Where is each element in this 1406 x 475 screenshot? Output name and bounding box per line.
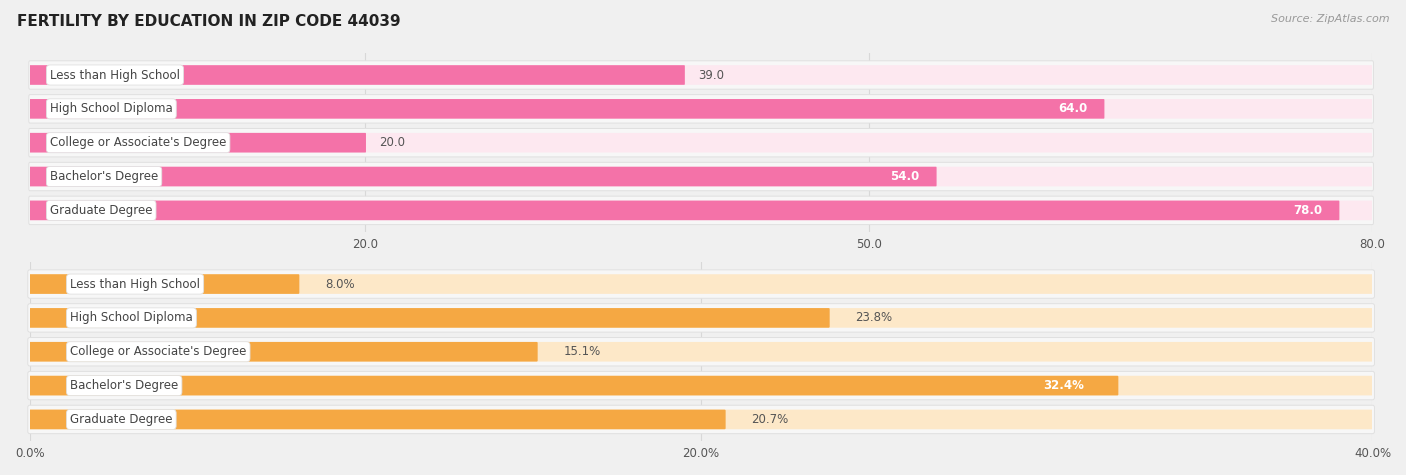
Text: 15.1%: 15.1% [564, 345, 600, 358]
FancyBboxPatch shape [28, 61, 1374, 89]
FancyBboxPatch shape [28, 342, 1374, 361]
FancyBboxPatch shape [28, 308, 1374, 328]
FancyBboxPatch shape [28, 338, 1375, 366]
FancyBboxPatch shape [28, 405, 1375, 434]
Text: College or Associate's Degree: College or Associate's Degree [51, 136, 226, 149]
FancyBboxPatch shape [28, 342, 537, 361]
FancyBboxPatch shape [30, 167, 1372, 186]
FancyBboxPatch shape [28, 274, 299, 294]
Text: 78.0: 78.0 [1294, 204, 1322, 217]
Text: FERTILITY BY EDUCATION IN ZIP CODE 44039: FERTILITY BY EDUCATION IN ZIP CODE 44039 [17, 14, 401, 29]
FancyBboxPatch shape [28, 274, 1374, 294]
FancyBboxPatch shape [28, 196, 1374, 225]
Text: Less than High School: Less than High School [51, 68, 180, 82]
Text: High School Diploma: High School Diploma [70, 312, 193, 324]
Text: Graduate Degree: Graduate Degree [51, 204, 152, 217]
FancyBboxPatch shape [28, 128, 1374, 157]
Text: 8.0%: 8.0% [325, 277, 354, 291]
Text: Less than High School: Less than High School [70, 277, 200, 291]
Text: Graduate Degree: Graduate Degree [70, 413, 173, 426]
Text: 23.8%: 23.8% [855, 312, 893, 324]
FancyBboxPatch shape [28, 304, 1375, 332]
Text: 54.0: 54.0 [890, 170, 920, 183]
FancyBboxPatch shape [28, 162, 1374, 191]
FancyBboxPatch shape [30, 99, 1372, 119]
Text: Source: ZipAtlas.com: Source: ZipAtlas.com [1271, 14, 1389, 24]
FancyBboxPatch shape [30, 65, 1372, 85]
FancyBboxPatch shape [28, 376, 1374, 395]
FancyBboxPatch shape [30, 167, 936, 186]
Text: 20.0: 20.0 [378, 136, 405, 149]
FancyBboxPatch shape [28, 409, 725, 429]
FancyBboxPatch shape [28, 409, 1374, 429]
FancyBboxPatch shape [30, 200, 1372, 220]
Text: 39.0: 39.0 [697, 68, 724, 82]
Text: Bachelor's Degree: Bachelor's Degree [70, 379, 179, 392]
FancyBboxPatch shape [28, 376, 1118, 395]
FancyBboxPatch shape [30, 65, 685, 85]
FancyBboxPatch shape [28, 95, 1374, 123]
Text: College or Associate's Degree: College or Associate's Degree [70, 345, 246, 358]
FancyBboxPatch shape [28, 270, 1375, 298]
Text: 20.7%: 20.7% [751, 413, 789, 426]
FancyBboxPatch shape [30, 200, 1340, 220]
Text: Bachelor's Degree: Bachelor's Degree [51, 170, 159, 183]
FancyBboxPatch shape [30, 99, 1105, 119]
FancyBboxPatch shape [28, 371, 1375, 400]
Text: 32.4%: 32.4% [1043, 379, 1084, 392]
Text: 64.0: 64.0 [1057, 102, 1087, 115]
Text: High School Diploma: High School Diploma [51, 102, 173, 115]
FancyBboxPatch shape [28, 308, 830, 328]
FancyBboxPatch shape [30, 133, 1372, 152]
FancyBboxPatch shape [30, 133, 366, 152]
